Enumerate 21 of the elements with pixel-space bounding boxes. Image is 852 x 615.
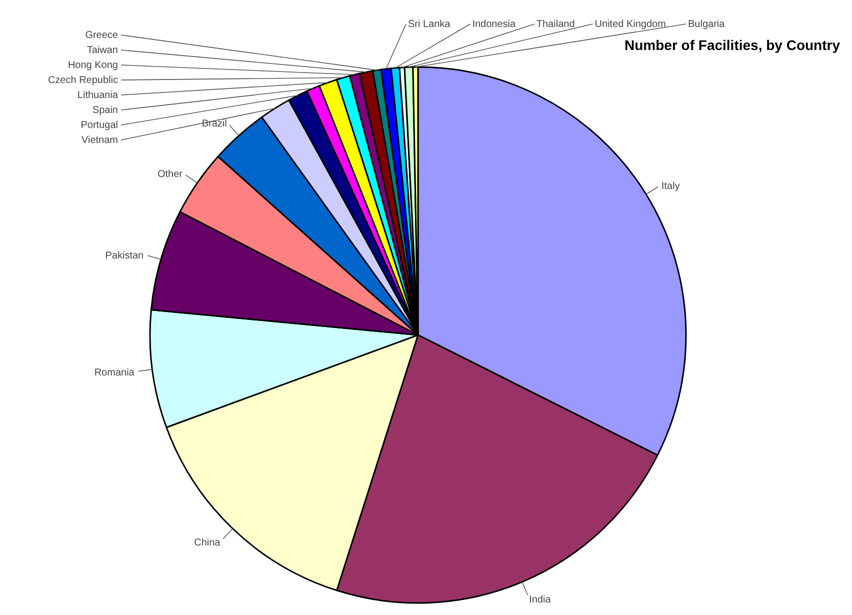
text: Number of Facilities, by Country: [624, 37, 840, 53]
slice-label: Lithuania: [77, 90, 118, 101]
slice-label: Bulgaria: [688, 19, 726, 30]
slice-label: Indonesia: [472, 19, 516, 30]
slice-label: United Kingdom: [594, 19, 666, 30]
slice-label: Other: [157, 168, 184, 180]
slice-label: Brazil: [202, 118, 227, 130]
slice-label: Portugal: [80, 120, 118, 131]
slice-label: Taiwan: [86, 45, 118, 56]
slice-label: Hong Kong: [68, 60, 118, 71]
slice-label: Spain: [92, 105, 118, 116]
slice-label: Italy: [661, 180, 680, 192]
slice-label: Greece: [85, 30, 118, 41]
slice-label: Thailand: [536, 19, 575, 30]
slice-label: China: [194, 538, 221, 549]
slice-label: Czech Republic: [48, 75, 118, 86]
slice-label: Vietnam: [81, 135, 118, 146]
slice-label: Pakistan: [105, 250, 144, 262]
slice-label: Sri Lanka: [408, 19, 451, 30]
slice-label: India: [529, 594, 552, 606]
slice-label: Romania: [94, 368, 135, 379]
